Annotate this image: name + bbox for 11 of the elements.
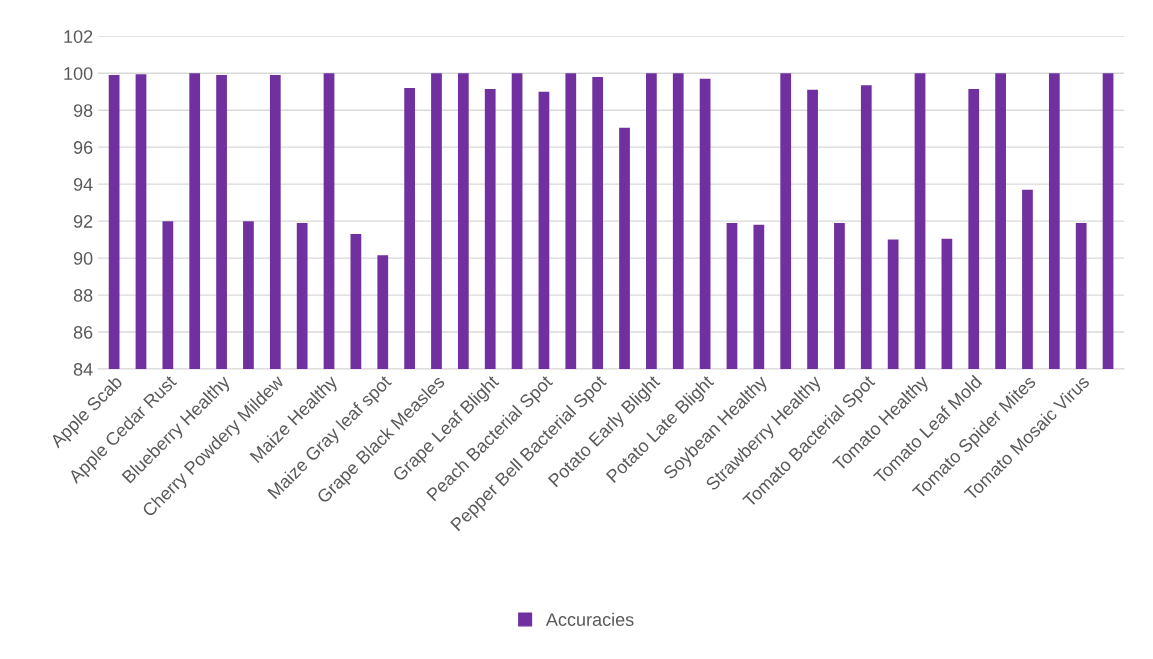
y-tick-label: 92 [73,215,93,228]
y-tick-label: 88 [73,289,93,302]
y-tick-label: 96 [73,141,93,154]
legend-label: Accuracies [545,612,634,626]
y-tick-label: 94 [73,178,93,191]
y-tick-label: 102 [64,30,93,43]
y-tick-label: 100 [64,67,93,80]
y-tick-label: 90 [73,252,93,265]
y-tick-label: 86 [73,326,93,339]
y-tick-label: 84 [73,362,93,376]
y-tick-label: 98 [73,104,93,117]
